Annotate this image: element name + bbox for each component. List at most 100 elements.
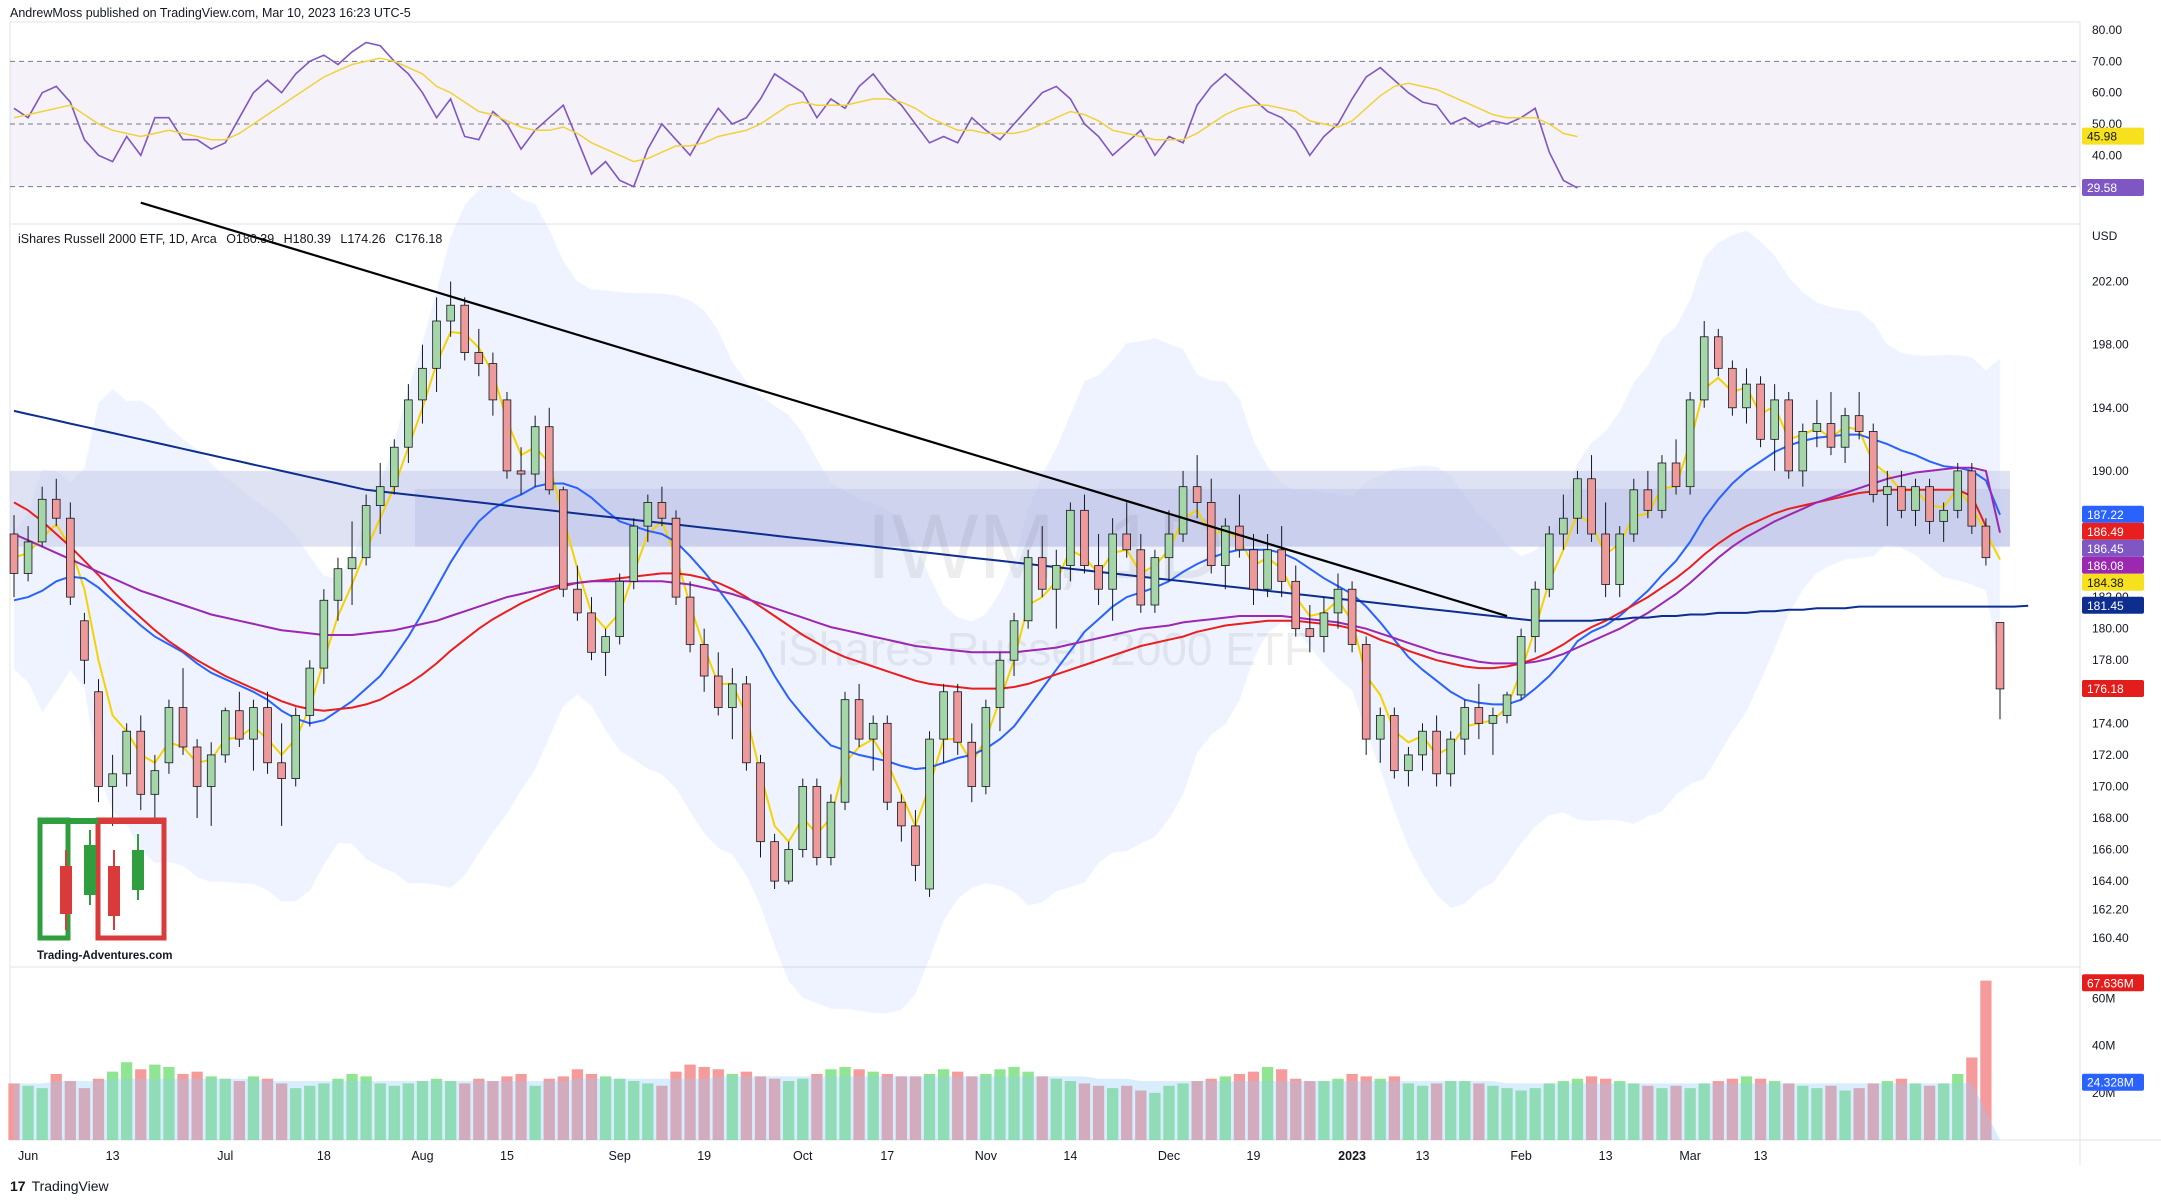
logo-caption: Trading-Adventures.com: [37, 950, 172, 962]
price-panel[interactable]: [9, 223, 2081, 968]
volume-bar: [1022, 1071, 1034, 1140]
candle: [840, 691, 850, 811]
candle: [1404, 747, 1413, 787]
volume-bar: [1966, 1057, 1978, 1140]
volume-bar: [994, 1069, 1006, 1140]
volume-bar: [825, 1069, 837, 1140]
candle: [178, 668, 188, 755]
candle: [418, 344, 427, 424]
candle: [1559, 494, 1568, 550]
volume-bar: [628, 1081, 640, 1140]
candle: [770, 833, 779, 889]
candle: [1502, 691, 1512, 724]
ma-line: [13, 433, 2001, 771]
candle: [1037, 526, 1047, 598]
candle: [1657, 455, 1667, 519]
volume-bar: [1783, 1083, 1795, 1140]
candle: [1615, 526, 1624, 598]
trendline[interactable]: [140, 201, 1508, 618]
volume-bar: [571, 1069, 584, 1140]
volume-bar: [1684, 1088, 1696, 1140]
publisher-header: AndrewMoss published on TradingView.com,…: [10, 6, 411, 20]
volume-bar: [1374, 1078, 1386, 1140]
volume-bar: [219, 1078, 231, 1140]
time-scale[interactable]: Jun 13 Jul 18 Aug 15 Sep 19 Oct 17 Nov 14 Dec 19 2023 1…: [18, 1149, 1768, 1163]
price-tick-label: 194.00: [2092, 401, 2129, 415]
volume-bar: [1304, 1081, 1316, 1140]
price-tick-label: 190.00: [2092, 464, 2129, 478]
volume-bar: [754, 1076, 767, 1140]
volume-bar: [1092, 1085, 1105, 1140]
price-tick-label: 170.00: [2092, 779, 2129, 793]
volume-bar: [1881, 1081, 1893, 1140]
tradingview-brand[interactable]: TradingView: [31, 1178, 109, 1194]
candle: [474, 328, 484, 377]
candle: [939, 683, 948, 763]
candle: [319, 589, 329, 684]
volume-bar: [473, 1078, 485, 1140]
volume-bar: [966, 1076, 978, 1140]
candle: [784, 841, 793, 885]
volume-bar: [64, 1081, 76, 1140]
volume-bar: [1445, 1081, 1457, 1140]
candle: [826, 794, 836, 866]
candle: [854, 683, 864, 747]
price-last-label: 187.22: [2082, 505, 2144, 523]
volume-bar: [656, 1085, 668, 1140]
candle: [51, 478, 61, 527]
candle: [23, 526, 33, 582]
time-tick-label: Jun: [18, 1149, 38, 1163]
candle: [1784, 392, 1793, 479]
volume-bar: [1938, 1083, 1950, 1140]
time-tick-label: 15: [500, 1149, 514, 1163]
volume-bar: [1529, 1088, 1541, 1140]
candle: [981, 699, 991, 795]
volume-bar: [1628, 1083, 1640, 1140]
candle: [1150, 549, 1160, 613]
candle: [164, 699, 174, 774]
volume-bar: [515, 1074, 527, 1140]
candle: [1812, 399, 1822, 448]
legend-high-label: H: [284, 232, 293, 246]
time-tick-label: 18: [317, 1149, 331, 1163]
volume-bar: [1388, 1076, 1400, 1140]
price-legend: iShares Russell 2000 ETF, 1D, Arca O180.…: [18, 232, 442, 246]
tradingview-footer[interactable]: 17 TradingView: [10, 1178, 109, 1194]
price-last-label-text: 186.45: [2087, 542, 2124, 556]
candle: [1052, 549, 1061, 629]
ma-line: [13, 409, 2029, 622]
price-currency-label: USD: [2092, 229, 2118, 243]
candle: [305, 660, 315, 727]
volume-bar: [1585, 1076, 1598, 1140]
volume-bars: [8, 980, 2000, 1140]
volume-bar: [1909, 1083, 1922, 1140]
volume-bar: [360, 1076, 372, 1140]
volume-bar: [275, 1083, 288, 1140]
volume-bar: [881, 1074, 893, 1140]
volume-bar: [149, 1064, 161, 1140]
volume-bar: [952, 1071, 964, 1140]
price-last-label: 186.45: [2082, 539, 2144, 557]
volume-bar: [374, 1083, 386, 1140]
volume-bar: [797, 1078, 809, 1140]
volume-bar: [1754, 1078, 1767, 1140]
price-tick-label: 168.00: [2092, 811, 2129, 825]
volume-bar: [1346, 1074, 1358, 1140]
volume-bar: [1867, 1083, 1879, 1140]
volume-bar: [1473, 1083, 1485, 1140]
price-tick-label: 162.20: [2092, 903, 2129, 917]
time-tick-label: 14: [1063, 1149, 1077, 1163]
volume-bar: [1895, 1078, 1908, 1140]
price-last-label: 181.45: [2082, 596, 2144, 614]
candlesticks[interactable]: [9, 281, 2005, 897]
volume-bar: [1318, 1081, 1330, 1140]
candle: [1080, 494, 1089, 574]
candle: [812, 778, 822, 866]
candle: [488, 352, 498, 416]
candle: [1333, 573, 1343, 629]
legend-close-value: 176.18: [404, 232, 442, 246]
volume-bar: [1290, 1078, 1302, 1140]
time-tick-label: 17: [880, 1149, 894, 1163]
candle: [911, 810, 920, 882]
